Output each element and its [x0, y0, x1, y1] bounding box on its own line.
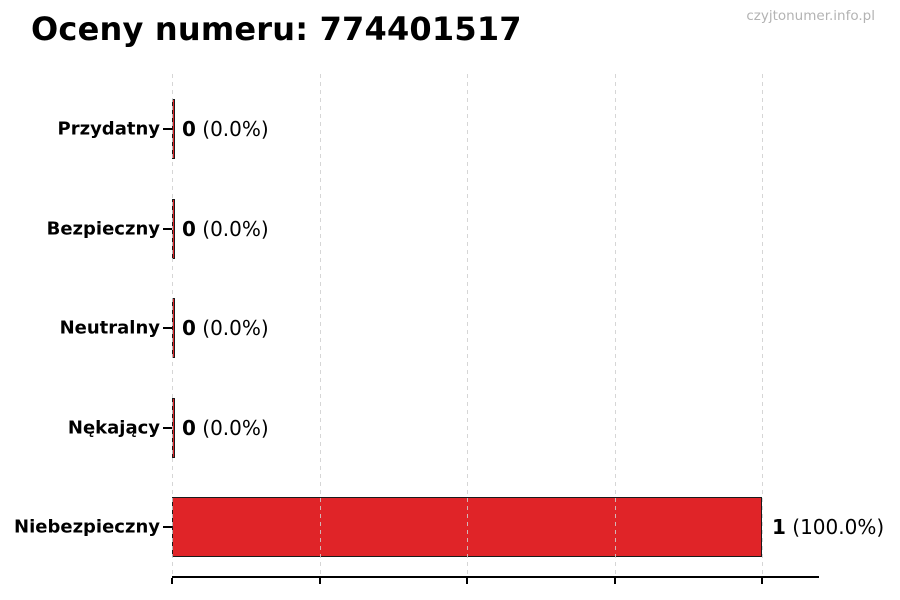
x-axis-tick [613, 578, 616, 584]
category-label: Bezpieczny [46, 218, 160, 239]
gridline [614, 74, 616, 577]
watermark: czyjtonumer.info.pl [746, 8, 875, 24]
value-label: 0 (0.0%) [182, 117, 269, 141]
value-count: 0 [182, 216, 196, 241]
y-axis-tick [163, 426, 172, 429]
y-axis-tick [163, 227, 172, 230]
category-label: Neutralny [59, 317, 160, 339]
value-percent: (100.0%) [785, 515, 885, 539]
gridline [172, 74, 173, 577]
value-percent: (0.0%) [195, 117, 269, 141]
value-percent: (0.0%) [195, 316, 269, 340]
value-label: 0 (0.0%) [182, 416, 269, 440]
value-label: 0 (0.0%) [182, 316, 269, 340]
value-percent: (0.0%) [195, 415, 269, 440]
value-label: 1 (100.0%) [772, 515, 884, 539]
x-axis-tick [318, 578, 321, 584]
value-count: 0 [182, 316, 196, 340]
category-label: Przydatny [57, 118, 160, 140]
y-axis-tick [163, 526, 172, 528]
value-count: 1 [772, 515, 786, 539]
chart-title: Oceny numeru: 774401517 [31, 10, 522, 48]
y-axis-tick [163, 128, 172, 130]
gridline [762, 74, 763, 577]
gridline [467, 74, 468, 577]
gridline [319, 74, 321, 577]
x-axis-line [172, 576, 819, 578]
category-label: Niebezpieczny [14, 516, 160, 538]
x-axis-tick [761, 578, 763, 584]
y-axis-tick [163, 327, 172, 329]
category-label: Nękający [67, 417, 160, 438]
value-label: 0 (0.0%) [182, 217, 269, 241]
x-axis-tick [466, 578, 468, 584]
value-count: 0 [182, 415, 196, 440]
x-axis-tick [171, 578, 173, 584]
value-count: 0 [182, 117, 196, 141]
value-percent: (0.0%) [195, 216, 269, 241]
